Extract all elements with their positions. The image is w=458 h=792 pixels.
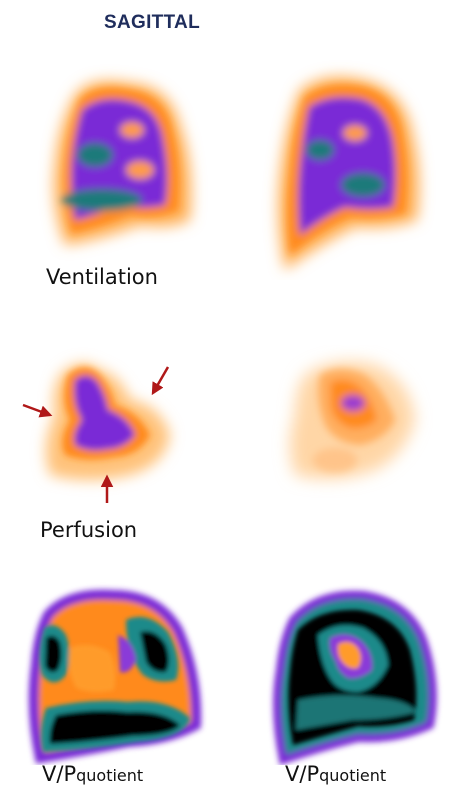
perfusion-label: Perfusion xyxy=(40,518,138,542)
view-title: SAGITTAL xyxy=(104,12,200,33)
vp-quotient-scan-right xyxy=(258,580,453,765)
ventilation-scan-left xyxy=(20,55,220,270)
ventilation-scan-right xyxy=(245,55,445,280)
vp-label-sub: quotient xyxy=(76,766,144,785)
vp-label-main: V/P xyxy=(42,762,77,786)
vp-label-main: V/P xyxy=(285,762,320,786)
perfusion-scan-right xyxy=(265,345,445,505)
vp-quotient-scan-left xyxy=(18,580,218,765)
vp-quotient-label-right: V/Pquotient xyxy=(285,762,386,786)
vp-label-sub: quotient xyxy=(319,766,387,785)
perfusion-scan-left xyxy=(20,345,220,510)
vp-quotient-label-left: V/Pquotient xyxy=(42,762,143,786)
ventilation-label: Ventilation xyxy=(46,265,158,289)
